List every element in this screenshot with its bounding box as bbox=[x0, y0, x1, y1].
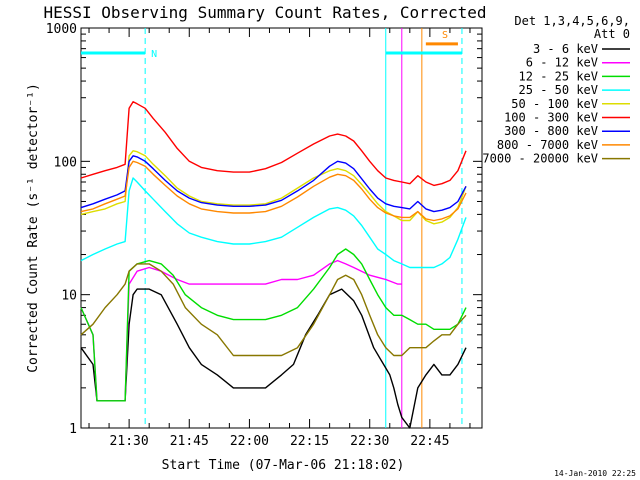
legend-entry-label: 800 - 7000 keV bbox=[497, 138, 598, 152]
y-tick-label: 100 bbox=[54, 155, 77, 170]
legend-entry-label: 25 - 50 keV bbox=[519, 83, 598, 97]
series-line bbox=[80, 248, 467, 402]
chart-title: HESSI Observing Summary Count Rates, Cor… bbox=[43, 3, 486, 22]
flag-label: S bbox=[442, 30, 448, 41]
series-line bbox=[80, 177, 467, 269]
y-axis-ticks: 1 10 100 1000 bbox=[46, 22, 482, 437]
series-line bbox=[80, 155, 467, 213]
x-axis-ticks: 21:30 21:45 22:00 22:15 22:30 22:45 bbox=[88, 28, 471, 449]
series-line bbox=[80, 100, 467, 187]
time-markers: NS bbox=[81, 28, 463, 428]
x-tick-label: 22:00 bbox=[230, 434, 269, 449]
legend-entry-label: 6 - 12 keV bbox=[526, 56, 598, 70]
legend-header-line-2: Att 0 bbox=[594, 27, 630, 41]
y-tick-label: 1000 bbox=[46, 22, 77, 37]
flag-label: N bbox=[151, 49, 157, 60]
x-tick-label: 21:30 bbox=[110, 434, 149, 449]
legend-entry-label: 50 - 100 keV bbox=[511, 97, 598, 111]
plot-frame bbox=[80, 27, 483, 429]
y-tick-label: 1 bbox=[69, 422, 77, 437]
x-tick-label: 22:30 bbox=[350, 434, 389, 449]
series-line bbox=[80, 150, 467, 225]
series-line bbox=[80, 288, 467, 429]
y-axis-label: Corrected Count Rate (s⁻¹ detector⁻¹) bbox=[26, 83, 41, 373]
legend-entry-label: 3 - 6 keV bbox=[533, 42, 598, 56]
x-tick-label: 21:45 bbox=[170, 434, 209, 449]
legend-header-line-1: Det 1,3,4,5,6,9, bbox=[514, 14, 630, 28]
legend-entry-label: 12 - 25 keV bbox=[519, 69, 598, 83]
legend-entry-label: 100 - 300 keV bbox=[504, 111, 598, 125]
legend-entry-label: 7000 - 20000 keV bbox=[482, 152, 598, 166]
series-line bbox=[80, 263, 467, 357]
x-tick-label: 22:45 bbox=[410, 434, 449, 449]
x-tick-label: 22:15 bbox=[290, 434, 329, 449]
series-lines bbox=[80, 100, 467, 429]
footer-date: 14-Jan-2010 22:25 bbox=[554, 469, 636, 478]
series-line bbox=[80, 160, 467, 222]
y-tick-label: 10 bbox=[61, 289, 77, 304]
x-axis-label: Start Time (07-Mar-06 21:18:02) bbox=[162, 458, 405, 473]
legend-entry-label: 300 - 800 keV bbox=[504, 124, 598, 138]
